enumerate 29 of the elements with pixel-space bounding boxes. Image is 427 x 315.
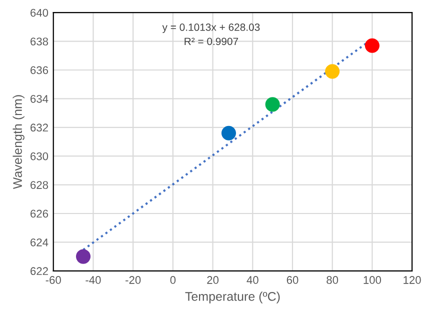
x-tick-label: 60 bbox=[286, 276, 298, 284]
point bbox=[364, 38, 380, 53]
y-tick-label: 632 bbox=[30, 124, 48, 132]
y-tick-label: 630 bbox=[30, 152, 48, 160]
point bbox=[76, 249, 91, 264]
annotation: y = 0.1013x + 628.03 bbox=[162, 24, 260, 33]
y-tick-label: 634 bbox=[30, 94, 48, 103]
x-tick-label: 80 bbox=[326, 276, 338, 284]
y-tick-label: 626 bbox=[30, 210, 48, 218]
x-tick-label: -20 bbox=[126, 276, 141, 284]
x-tick-label: 120 bbox=[404, 276, 421, 284]
y-tick-label: 636 bbox=[30, 66, 48, 74]
point bbox=[325, 64, 340, 79]
x-tick-label: 0 bbox=[170, 276, 176, 284]
y-tick-label: 638 bbox=[30, 38, 48, 46]
y-tick-label: 640 bbox=[30, 8, 48, 17]
y-tick-label: 622 bbox=[30, 267, 48, 276]
annotation: R² = 0.9907 bbox=[184, 38, 238, 46]
y-tick-label: 628 bbox=[30, 181, 48, 189]
point bbox=[265, 97, 280, 112]
x-tick-label: 40 bbox=[246, 276, 258, 284]
x-tick-label: 20 bbox=[207, 276, 219, 284]
x-axis-title: Temperature (ºC) bbox=[185, 292, 280, 304]
x-tick-label: 100 bbox=[364, 276, 382, 284]
y-axis-title: Wavelength (nm) bbox=[12, 95, 24, 190]
x-tick-label: -40 bbox=[86, 276, 101, 284]
x-tick-label: -60 bbox=[46, 276, 61, 284]
y-tick-label: 624 bbox=[30, 238, 48, 246]
point bbox=[221, 126, 236, 140]
